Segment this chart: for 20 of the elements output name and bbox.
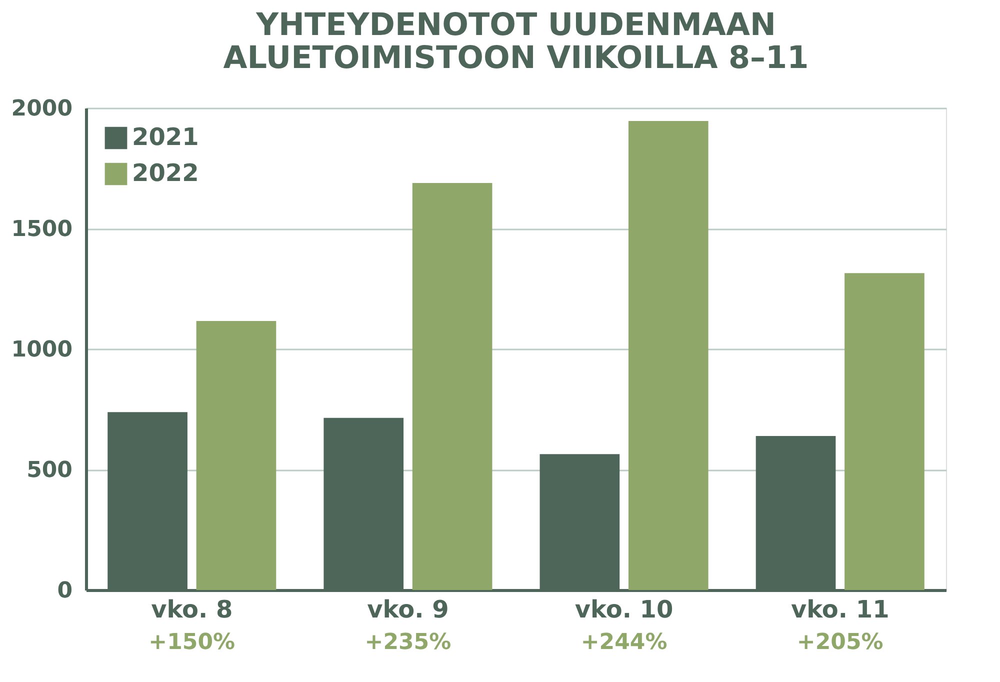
text: +235% [364,630,452,655]
x-tick-label: vko. 11 [790,596,890,624]
legend-label: 2021 [132,123,199,151]
bar [844,273,924,590]
y-tick-label: 1500 [11,217,72,242]
text: +244% [580,630,668,655]
x-tick-label: vko. 10 [574,596,674,624]
legend-label: 2022 [132,159,199,187]
chart-title: YHTEYDENOTOT UUDENMAAN ALUETOIMISTOON VIIKOILLA 8–11 [223,7,809,76]
text: +150% [148,630,236,655]
y-tick-label: 500 [26,458,72,483]
bar [412,182,492,590]
x-tick-label: vko. 8 [151,596,233,624]
y-tick-label: 0 [57,578,72,604]
y-tick-label: 2000 [11,96,72,122]
x-tick-label: vko. 9 [367,596,449,624]
bar [628,121,708,590]
bar [196,321,276,590]
text: +205% [796,630,884,655]
y-tick-label: 1000 [11,338,72,362]
